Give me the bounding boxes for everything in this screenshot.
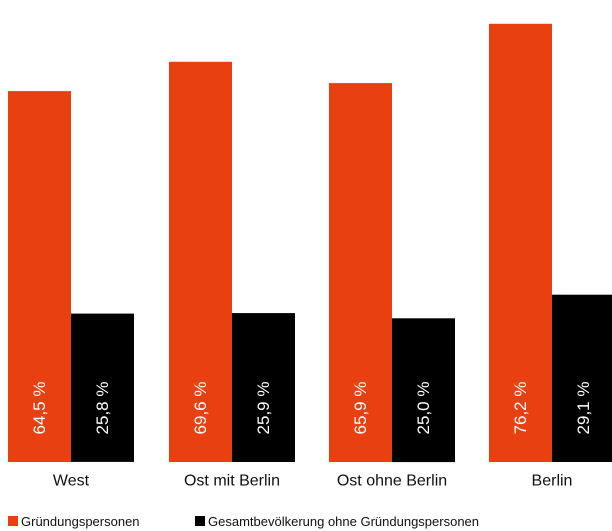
- category-label-1: Ost mit Berlin: [184, 473, 280, 490]
- bar-gesamtbevoelkerung-0: [71, 313, 134, 462]
- bar-gruendungspersonen-2: [329, 83, 392, 462]
- data-label-gesamtbevoelkerung-1: 25,9 %: [254, 382, 273, 435]
- data-label-gesamtbevoelkerung-3: 29,1 %: [574, 382, 593, 435]
- bar-gesamtbevoelkerung-3: [552, 294, 612, 462]
- data-label-gruendungspersonen-3: 76,2 %: [511, 382, 530, 435]
- category-label-3: Berlin: [532, 473, 573, 490]
- data-label-gruendungspersonen-1: 69,6 %: [191, 382, 210, 435]
- bar-gesamtbevoelkerung-1: [232, 313, 295, 462]
- legend-label-gesamtbevoelkerung: Gesamtbevölkerung ohne Gründungspersonen: [208, 513, 480, 529]
- category-label-2: Ost ohne Berlin: [337, 473, 447, 490]
- category-label-0: West: [53, 473, 90, 490]
- bar-gruendungspersonen-1: [169, 61, 232, 463]
- bar-gesamtbevoelkerung-2: [392, 318, 455, 463]
- legend-swatch-gruendungspersonen: [8, 516, 18, 526]
- legend-item-gruendungspersonen: Gründungspersonen: [8, 513, 140, 529]
- legend-item-gesamtbevoelkerung: Gesamtbevölkerung ohne Gründungspersonen: [195, 513, 479, 529]
- data-label-gesamtbevoelkerung-0: 25,8 %: [93, 382, 112, 435]
- legend-label-gruendungspersonen: Gründungspersonen: [21, 513, 140, 529]
- legend-swatch-gesamtbevoelkerung: [195, 516, 205, 526]
- data-label-gesamtbevoelkerung-2: 25,0 %: [414, 382, 433, 435]
- bar-gruendungspersonen-3: [489, 23, 552, 463]
- data-label-gruendungspersonen-2: 65,9 %: [351, 382, 370, 435]
- bar-gruendungspersonen-0: [8, 91, 71, 462]
- data-label-gruendungspersonen-0: 64,5 %: [30, 382, 49, 435]
